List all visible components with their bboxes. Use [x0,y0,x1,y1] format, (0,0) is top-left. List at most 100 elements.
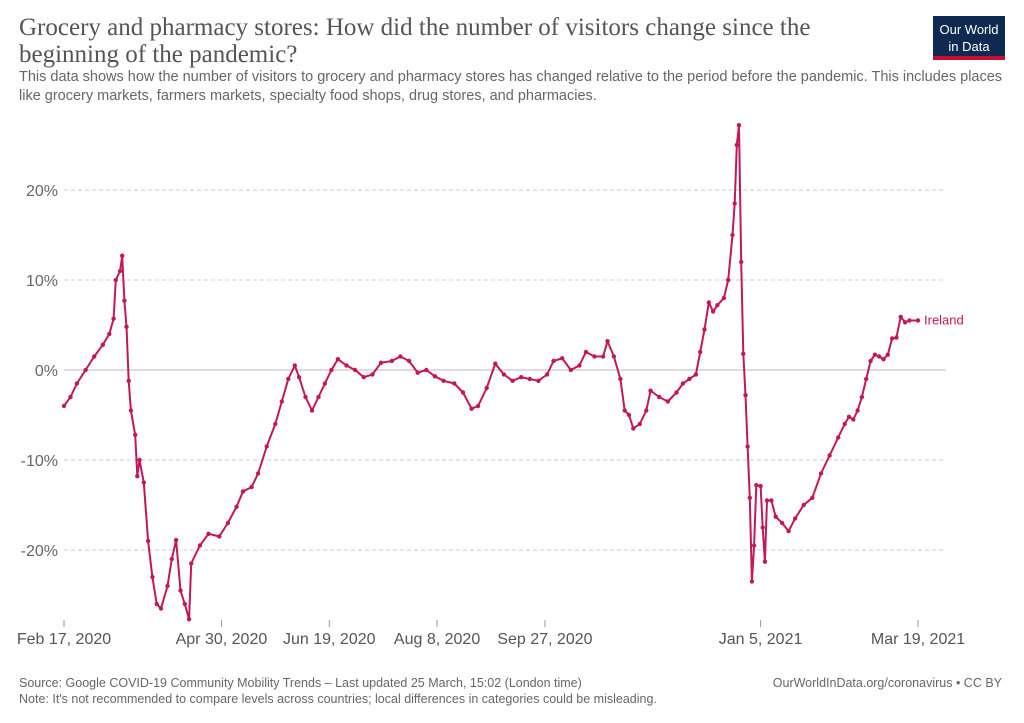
data-point[interactable] [255,471,261,476]
data-point[interactable] [577,363,582,368]
data-point[interactable] [792,516,798,521]
data-point[interactable] [389,358,394,364]
data-point[interactable] [158,606,164,611]
data-point[interactable] [889,336,895,341]
data-point[interactable] [100,342,106,347]
data-point[interactable] [352,367,358,373]
owid-logo[interactable]: Our World in Data [933,16,1005,60]
data-point[interactable] [877,354,882,359]
data-point[interactable] [128,408,134,413]
data-point[interactable] [68,394,73,400]
data-point[interactable] [592,354,597,359]
data-point[interactable] [111,316,116,321]
data-point[interactable] [206,531,211,536]
data-point[interactable] [122,298,127,303]
data-point[interactable] [137,457,142,463]
data-point[interactable] [762,559,768,564]
data-point[interactable] [150,574,155,580]
data-point[interactable] [747,495,752,500]
data-point[interactable] [378,360,384,365]
data-point[interactable] [739,259,744,265]
data-point[interactable] [124,324,129,329]
data-point[interactable] [631,426,636,431]
data-point[interactable] [715,303,720,308]
data-point[interactable] [605,339,610,344]
data-point[interactable] [551,358,556,364]
data-point[interactable] [907,318,912,323]
data-point[interactable] [186,617,192,622]
data-point[interactable] [760,525,765,530]
data-point[interactable] [702,327,707,332]
footer-right-link[interactable]: OurWorldInData.org/coronavirus • CC BY [772,676,1002,690]
data-point[interactable] [145,538,151,544]
data-point[interactable] [83,367,88,373]
data-point[interactable] [469,406,474,411]
data-point[interactable] [527,376,532,382]
data-point[interactable] [859,394,865,400]
data-point[interactable] [460,390,466,395]
data-point[interactable] [484,385,489,391]
data-point[interactable] [730,232,735,238]
data-point[interactable] [117,268,123,274]
data-point[interactable] [273,421,278,427]
data-point[interactable] [674,390,679,395]
data-point[interactable] [801,502,806,508]
data-point[interactable] [786,528,791,534]
data-point[interactable] [754,483,759,488]
data-point[interactable] [885,352,890,357]
data-point[interactable] [693,372,699,377]
data-point[interactable] [296,375,302,380]
data-point[interactable] [706,300,711,305]
data-point[interactable] [441,378,446,383]
data-point[interactable] [898,314,903,320]
data-point[interactable] [303,394,308,400]
data-point[interactable] [736,123,742,128]
series-points[interactable] [61,123,921,622]
data-point[interactable] [734,142,739,148]
data-point[interactable] [286,376,291,382]
data-point[interactable] [361,375,366,380]
data-point[interactable] [344,363,349,368]
data-point[interactable] [329,367,334,373]
data-point[interactable] [698,349,703,355]
data-point[interactable] [178,588,183,593]
data-point[interactable] [92,354,97,359]
data-point[interactable] [915,318,921,323]
data-point[interactable] [113,277,119,283]
data-point[interactable] [872,352,878,357]
data-point[interactable] [779,520,785,526]
data-point[interactable] [626,412,632,418]
data-point[interactable] [173,537,179,543]
data-point[interactable] [600,354,606,359]
data-point[interactable] [842,421,847,427]
data-point[interactable] [732,201,737,206]
data-point[interactable] [745,444,750,449]
data-point[interactable] [133,432,138,437]
data-point[interactable] [322,381,328,386]
data-point[interactable] [154,601,159,607]
data-point[interactable] [764,498,770,503]
data-point[interactable] [665,399,670,404]
data-point[interactable] [249,484,254,490]
data-point[interactable] [234,504,239,509]
data-point[interactable] [751,543,757,548]
data-point[interactable] [197,543,203,548]
data-point[interactable] [687,376,692,382]
data-point[interactable] [501,372,507,377]
data-point[interactable] [107,331,112,337]
data-point[interactable] [493,361,498,366]
data-point[interactable] [749,579,755,584]
data-point[interactable] [894,335,899,340]
data-point[interactable] [165,583,170,589]
data-point[interactable] [568,367,573,373]
data-point[interactable] [583,349,589,355]
data-point[interactable] [182,601,187,607]
data-point[interactable] [316,394,321,400]
data-point[interactable] [406,358,412,364]
data-point[interactable] [855,408,860,413]
data-point[interactable] [741,351,746,356]
data-point[interactable] [240,489,246,494]
data-point[interactable] [710,309,716,314]
data-point[interactable] [721,295,727,301]
data-point[interactable] [510,378,515,383]
